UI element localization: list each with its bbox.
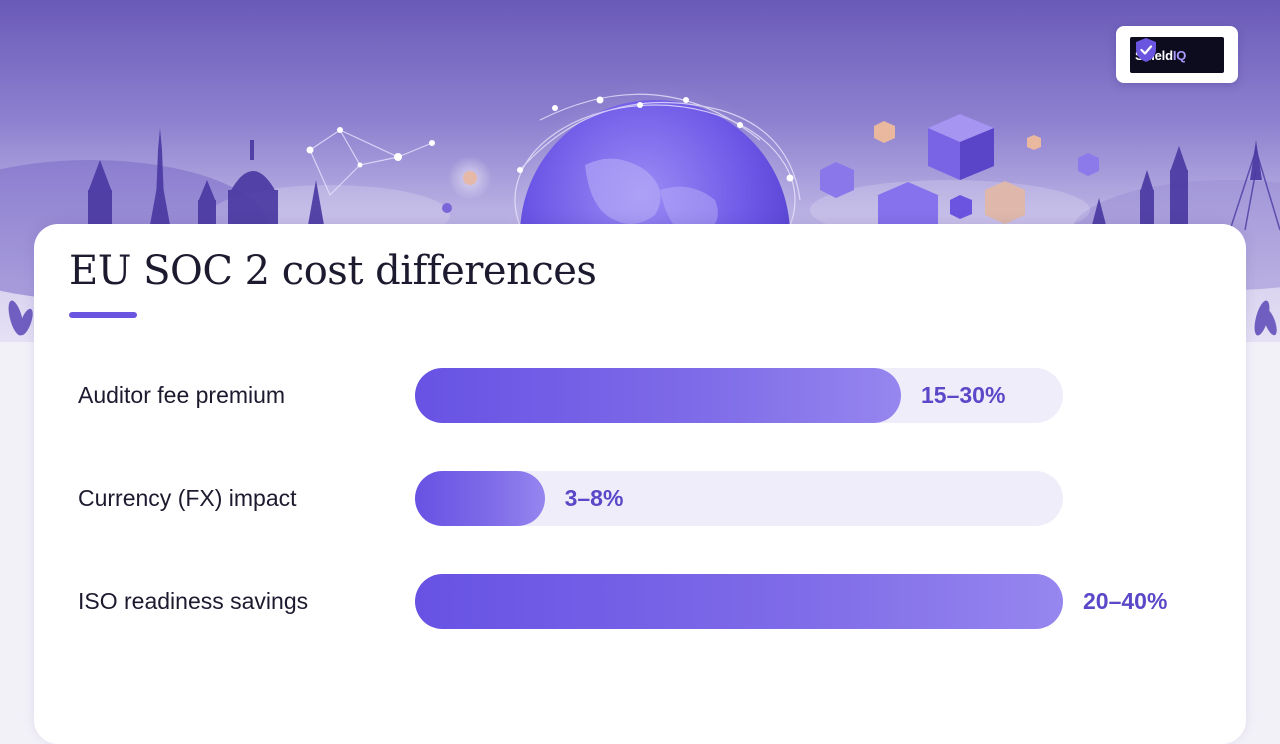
bar-track — [415, 471, 1063, 526]
bar — [415, 368, 901, 423]
bar-value-label: 3–8% — [564, 485, 624, 511]
bar-value-label: 15–30% — [921, 382, 1006, 408]
bar — [415, 471, 545, 526]
title-underline — [69, 312, 137, 318]
bar-track — [415, 574, 1063, 629]
bar-label: ISO readiness savings — [78, 588, 309, 614]
content-card: EU SOC 2 cost differences Auditor fee pr… — [34, 224, 1246, 744]
bar-track — [415, 368, 1063, 423]
cubes-decoration — [820, 114, 1099, 230]
brand-logo[interactable]: ShieldIQ — [1116, 26, 1238, 83]
right-skyline — [1092, 140, 1262, 230]
bar-value-label: 20–40% — [1083, 588, 1168, 614]
bar-label: Currency (FX) impact — [78, 485, 297, 511]
bar-label: Auditor fee premium — [78, 382, 286, 408]
chart-title: EU SOC 2 cost differences — [69, 248, 597, 294]
brand-logo-badge: ShieldIQ — [1130, 37, 1224, 73]
left-skyline — [88, 128, 324, 230]
bar — [415, 574, 1063, 629]
shield-check-icon — [1136, 38, 1156, 62]
